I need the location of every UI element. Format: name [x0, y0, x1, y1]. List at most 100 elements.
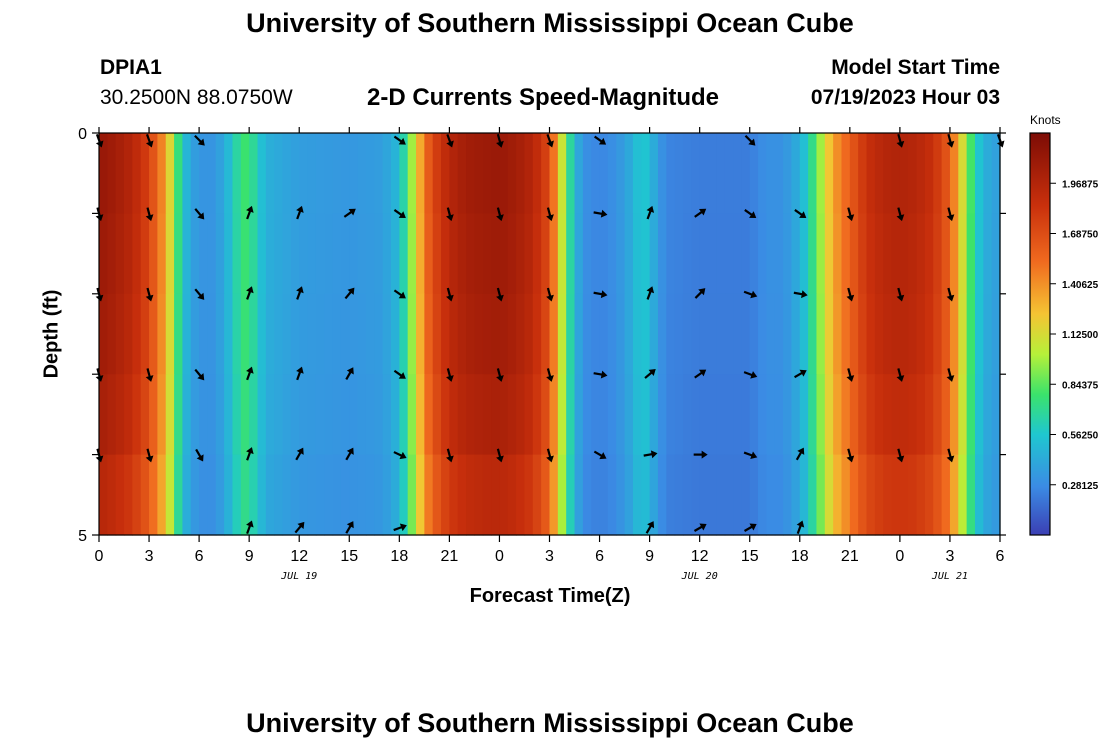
heatmap-cell [858, 293, 868, 375]
heatmap-cell [933, 133, 943, 214]
heatmap-cells [99, 133, 1001, 536]
heatmap-cell [582, 133, 592, 214]
heatmap-cell [315, 374, 325, 456]
heatmap-cell [374, 133, 384, 214]
day-label: JUL 19 [280, 571, 317, 582]
current-arrow [145, 448, 154, 463]
heatmap-cell [641, 454, 651, 536]
heatmap-cell [949, 454, 959, 536]
heatmap-cell [833, 374, 843, 456]
heatmap-cell [883, 213, 893, 295]
heatmap-cell [407, 133, 417, 214]
current-arrow [246, 286, 254, 300]
current-arrow [296, 205, 304, 220]
heatmap-cell [549, 374, 559, 456]
heatmap-cell [357, 454, 367, 536]
heatmap-cell [157, 133, 167, 214]
heatmap-cell [474, 454, 484, 536]
heatmap-cell [841, 213, 851, 295]
heatmap-cell [866, 374, 876, 456]
heatmap-cell [733, 213, 742, 295]
current-arrow [693, 450, 708, 459]
heatmap-cell [215, 374, 225, 456]
heatmap-cell [858, 374, 868, 456]
heatmap-cell [883, 133, 893, 214]
heatmap-cell [382, 293, 392, 375]
x-tick-label: 0 [895, 548, 904, 565]
heatmap-cell [716, 374, 726, 456]
current-arrow [896, 287, 905, 302]
x-tick-label: 6 [195, 548, 204, 565]
heatmap-cell [365, 133, 375, 214]
heatmap-cell [958, 213, 968, 295]
heatmap-cell [282, 293, 292, 375]
heatmap-cell [816, 213, 826, 295]
day-label: JUL 21 [931, 571, 968, 582]
heatmap-cell [916, 213, 926, 295]
heatmap-cell [649, 374, 659, 456]
heatmap-cell [899, 293, 909, 375]
heatmap-cell [666, 133, 676, 214]
heatmap-cell [691, 293, 701, 375]
current-arrow [946, 287, 955, 302]
heatmap-cell [808, 374, 818, 456]
colorbar-tick-label: 0.56250 [1062, 431, 1099, 442]
current-arrow [946, 207, 955, 222]
current-arrow [393, 209, 406, 218]
heatmap-cell [399, 374, 409, 456]
current-arrow [744, 209, 757, 218]
current-arrow [743, 451, 758, 460]
heatmap-cell [791, 213, 801, 295]
heatmap-cell [933, 213, 943, 295]
heatmap-cell [966, 213, 976, 295]
heatmap-cell [457, 293, 467, 375]
heatmap-cell [924, 293, 934, 375]
heatmap-cell [99, 213, 108, 295]
current-arrow [593, 209, 608, 218]
heatmap-cell [449, 213, 459, 295]
heatmap-cell [641, 133, 651, 214]
heatmap-cell [265, 213, 275, 295]
heatmap-cell [666, 454, 676, 536]
chart-title: 2-D Currents Speed-Magnitude [367, 84, 720, 111]
heatmap-cell [516, 454, 526, 536]
heatmap-cell [791, 133, 801, 214]
heatmap-cell [549, 454, 559, 536]
colorbar-tick-label: 0.28125 [1062, 481, 1099, 492]
heatmap-cell [616, 454, 626, 536]
heatmap-cell [616, 213, 626, 295]
heatmap-cell [249, 374, 259, 456]
heatmap-cell [516, 213, 526, 295]
colorbar-tick-label: 1.96875 [1062, 179, 1099, 190]
heatmap-cell [991, 133, 1001, 214]
current-arrow [796, 520, 805, 535]
colorbar-tick-label: 1.68750 [1062, 230, 1099, 241]
heatmap-cell [541, 293, 551, 375]
heatmap-cell [682, 293, 692, 375]
heatmap-cell [724, 454, 734, 536]
heatmap-cell [324, 133, 334, 214]
heatmap-cell [632, 133, 642, 214]
heatmap-cell [516, 133, 526, 214]
heatmap-cell [165, 213, 175, 295]
current-arrow [646, 286, 655, 300]
heatmap-cell [299, 374, 309, 456]
heatmap-cell [908, 454, 918, 536]
current-arrow [296, 286, 304, 300]
heatmap-cell [799, 374, 809, 456]
heatmap-cell [474, 374, 484, 456]
heatmap-cell [499, 213, 509, 295]
heatmap-cell [215, 293, 225, 375]
heatmap-cell [682, 374, 692, 456]
current-arrow [643, 450, 658, 459]
heatmap-cell [616, 374, 626, 456]
heatmap-cell [441, 293, 450, 375]
heatmap-cell [974, 293, 984, 375]
heatmap-cell [349, 133, 359, 214]
heatmap-cell [532, 374, 542, 456]
heatmap-cell [524, 454, 534, 536]
heatmap-cell [624, 133, 634, 214]
heatmap-cell [182, 454, 192, 536]
heatmap-cell [758, 133, 768, 214]
heatmap-cell [916, 374, 926, 456]
